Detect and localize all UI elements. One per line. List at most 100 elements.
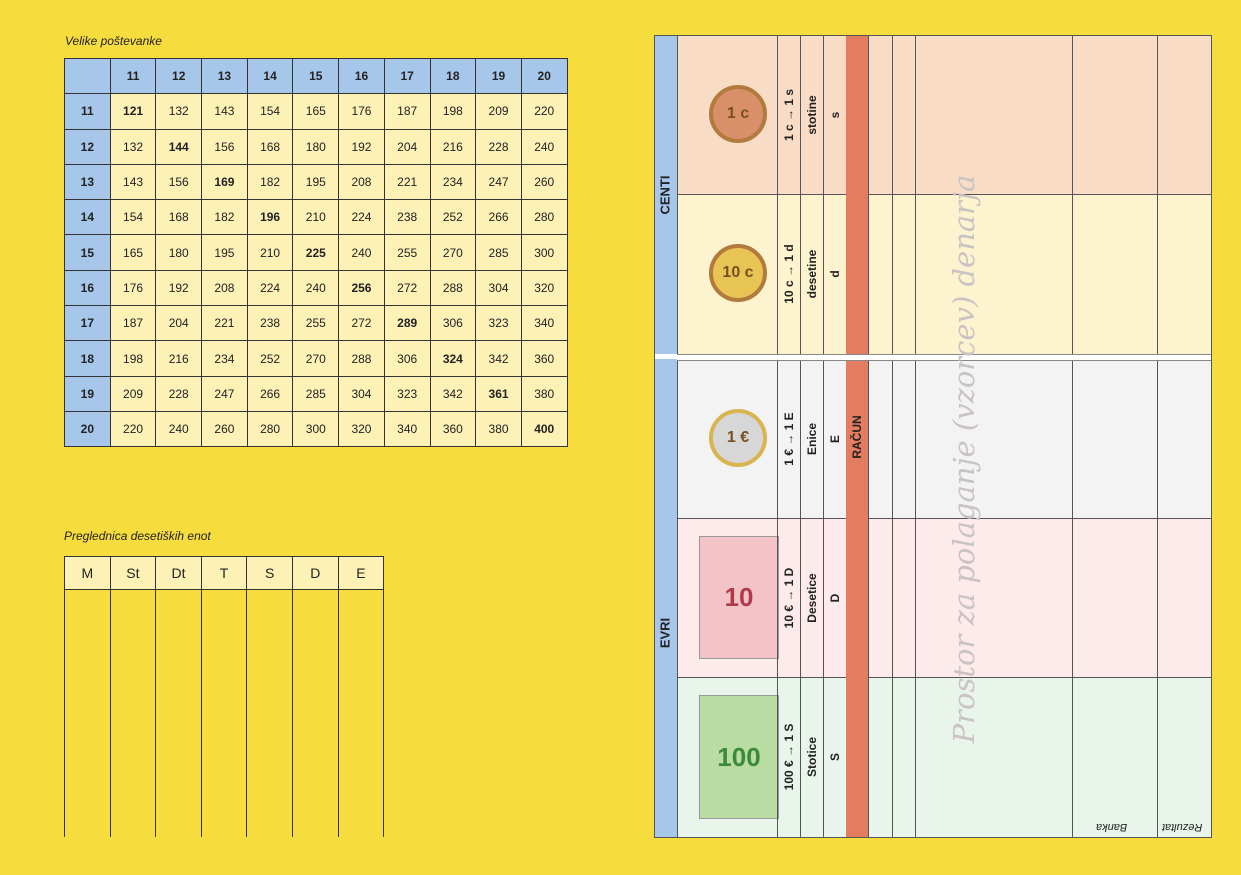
places-title: Preglednica desetiških enot [64, 529, 211, 543]
table-row: 20 220 240 260 280 300 320 340 360 380 400 [64, 410, 568, 448]
table-row: 13 143 156 169 182 195 208 221 234 247 260 [64, 163, 568, 201]
product-cell: 168 [155, 199, 203, 236]
product-cell: 252 [429, 199, 477, 236]
coin-icon: 1 c [709, 84, 767, 143]
product-cell: 210 [292, 199, 340, 236]
space-label: Prostor za polaganje (vzorcev) denarja [947, 174, 981, 744]
row-header: 15 [64, 234, 111, 271]
product-cell: 208 [338, 163, 385, 201]
product-cell: 340 [383, 410, 431, 448]
product-cell: 204 [383, 128, 431, 165]
product-cell: 266 [475, 199, 522, 236]
table-row: 11 121 132 143 154 165 176 187 198 209 220 [64, 93, 568, 130]
product-cell: 224 [338, 199, 385, 236]
product-cell: 260 [201, 410, 248, 448]
place-column [64, 589, 111, 837]
product-cell: 198 [429, 93, 477, 130]
product-cell: 234 [429, 163, 477, 201]
row-header: 16 [64, 269, 111, 307]
corner-cell [64, 57, 111, 95]
product-cell: 252 [246, 340, 294, 377]
table-row: 17 187 204 221 238 255 272 289 306 323 340 [64, 305, 568, 342]
row-header: 17 [64, 305, 111, 342]
banka-label: Banka [1096, 821, 1128, 833]
product-cell: 182 [201, 199, 248, 236]
product-cell: 280 [520, 199, 568, 236]
product-cell: 182 [246, 163, 294, 201]
product-cell: 221 [201, 305, 248, 342]
place-column [200, 589, 248, 837]
product-cell: 192 [155, 269, 203, 307]
table-row: 15 165 180 195 210 225 240 255 270 285 300 [64, 234, 568, 271]
product-cell: 240 [338, 234, 385, 271]
product-cell: 300 [520, 234, 568, 271]
product-cell: 280 [246, 410, 294, 448]
product-cell: 144 [155, 128, 203, 165]
product-cell: 132 [109, 128, 157, 165]
product-cell: 400 [520, 410, 568, 448]
product-cell: 209 [109, 375, 157, 412]
col-header: 14 [246, 57, 294, 95]
coin-icon: 10 c [709, 244, 767, 302]
product-cell: 143 [201, 93, 248, 130]
product-cell: 228 [475, 128, 522, 165]
place-header: S [246, 556, 293, 590]
product-cell: 234 [201, 340, 248, 377]
product-cell: 342 [475, 340, 522, 377]
product-cell: 165 [292, 93, 340, 130]
table-row: 18 198 216 234 252 270 288 306 324 342 360 [64, 340, 568, 377]
product-cell: 247 [201, 375, 248, 412]
multiplication-title: Velike poštevanke [65, 34, 162, 48]
row-header: 11 [64, 93, 111, 130]
product-cell: 285 [475, 234, 522, 271]
product-cell: 187 [383, 93, 431, 130]
product-cell: 240 [292, 269, 340, 307]
product-cell: 224 [246, 269, 294, 307]
product-cell: 360 [429, 410, 477, 448]
multiplication-table: 11 12 13 14 15 16 17 18 19 20 11 121 132 143 154 165 176… [64, 57, 568, 448]
product-cell: 240 [155, 410, 203, 448]
product-cell: 342 [429, 375, 477, 412]
product-cell: 266 [246, 375, 294, 412]
product-cell: 323 [383, 375, 431, 412]
product-cell: 320 [520, 269, 568, 307]
product-cell: 288 [429, 269, 477, 307]
product-cell: 320 [338, 410, 385, 448]
product-cell: 154 [109, 199, 157, 236]
coin-icon: 1 € [709, 408, 767, 467]
col-header: 19 [475, 57, 522, 95]
product-cell: 220 [109, 410, 157, 448]
product-cell: 272 [338, 305, 385, 342]
product-cell: 256 [338, 269, 385, 307]
product-cell: 165 [109, 234, 157, 271]
product-cell: 156 [201, 128, 248, 165]
product-cell: 198 [109, 340, 157, 377]
place-column [337, 589, 385, 837]
row-header: 19 [64, 375, 111, 412]
product-cell: 121 [109, 93, 157, 130]
place-value-table: M St Dt T S D E [64, 556, 385, 837]
banknote-icon: 10 [699, 536, 779, 659]
product-cell: 323 [475, 305, 522, 342]
product-cell: 238 [246, 305, 294, 342]
product-cell: 210 [246, 234, 294, 271]
row-header: 14 [64, 199, 111, 236]
evri-band [654, 359, 677, 837]
product-cell: 360 [520, 340, 568, 377]
place-header: M [64, 556, 111, 590]
col-header: 13 [201, 57, 248, 95]
product-cell: 169 [201, 163, 248, 201]
place-column [155, 589, 202, 837]
centi-band [654, 35, 677, 354]
place-header: T [200, 556, 248, 590]
product-cell: 192 [338, 128, 385, 165]
product-cell: 270 [292, 340, 340, 377]
place-header: D [291, 556, 339, 590]
col-header: 12 [155, 57, 203, 95]
row-header: 13 [64, 163, 111, 201]
product-cell: 228 [155, 375, 203, 412]
col-header: 16 [338, 57, 385, 95]
col-header: 15 [292, 57, 340, 95]
place-column [246, 589, 293, 837]
row-header: 20 [64, 410, 111, 448]
